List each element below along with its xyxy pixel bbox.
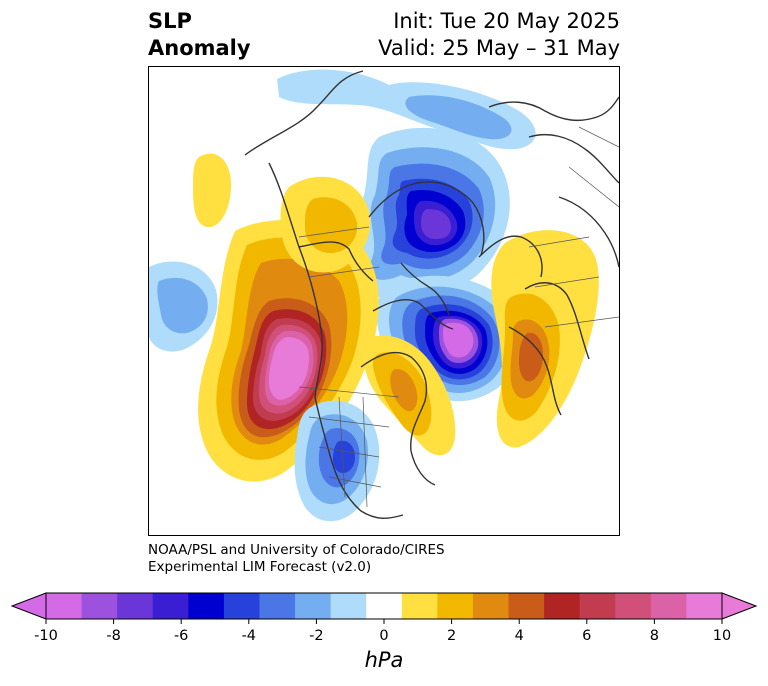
- anomaly-east-asia-low: [277, 69, 536, 150]
- colorbar-swatch: [686, 593, 723, 619]
- anomaly-eastern-canada-high: [364, 335, 456, 456]
- colorbar-swatch: [472, 593, 510, 619]
- colorbar-swatch: [330, 593, 367, 619]
- colorbar-tick-label: 4: [514, 628, 524, 644]
- title-line-2: Anomaly: [148, 36, 251, 60]
- colorbar-swatch: [46, 593, 83, 619]
- colorbar-extend-max: [721, 592, 758, 620]
- anomaly-north-pacific-high: [198, 219, 379, 482]
- colorbar-swatch: [117, 593, 154, 619]
- colorbar-swatch: [437, 593, 474, 619]
- anomaly-map: [148, 66, 620, 536]
- colorbar-swatch: [295, 593, 332, 619]
- colorbar-swatch: [401, 593, 438, 619]
- colorbar-tick-label: 10: [712, 628, 732, 644]
- title-line-1: SLP: [148, 9, 192, 33]
- title-block: SLP Anomaly: [148, 8, 251, 62]
- init-date: Init: Tue 20 May 2025: [393, 9, 620, 33]
- colorbar-tick-label: -10: [34, 628, 58, 644]
- colorbar-swatch: [152, 593, 189, 619]
- colorbar: [10, 592, 758, 624]
- anomaly-west-pacific-low: [149, 261, 218, 352]
- colorbar-tick-label: 0: [379, 628, 389, 644]
- colorbar-swatch: [366, 593, 403, 619]
- colorbar-swatch: [579, 593, 616, 619]
- date-block: Init: Tue 20 May 2025 Valid: 25 May – 31…: [378, 8, 620, 62]
- credit-text: NOAA/PSL and University of Colorado/CIRE…: [148, 542, 445, 576]
- colorbar-swatch: [259, 593, 296, 619]
- colorbar-tick-label: -8: [106, 628, 121, 644]
- colorbar-swatch: [615, 593, 652, 619]
- colorbar-extend-min: [10, 592, 47, 620]
- colorbar-tick-label: -6: [173, 628, 189, 644]
- colorbar-unit: hPa: [364, 648, 404, 672]
- colorbar-swatch: [508, 593, 545, 619]
- political-borders: [298, 126, 619, 508]
- map-svg: [149, 69, 619, 522]
- colorbar-tick-label: 2: [446, 628, 457, 644]
- colorbar-swatch: [223, 593, 260, 619]
- anomaly-europe-high: [491, 230, 599, 448]
- colorbar-tick-label: -4: [241, 628, 257, 644]
- colorbar-swatch: [81, 593, 118, 619]
- colorbar-tick-label: -2: [309, 628, 324, 644]
- colorbar-swatch: [544, 593, 581, 619]
- colorbar-swatch: [650, 593, 687, 619]
- valid-range: Valid: 25 May – 31 May: [378, 36, 620, 60]
- colorbar-swatch: [188, 593, 225, 619]
- colorbar-tick-label: 6: [582, 628, 592, 644]
- colorbar-tick-label: 8: [649, 628, 660, 644]
- credit-line-1: NOAA/PSL and University of Colorado/CIRE…: [148, 542, 445, 558]
- anomaly-arctic-low: [358, 127, 510, 298]
- credit-line-2: Experimental LIM Forecast (v2.0): [148, 559, 372, 575]
- coastlines: [244, 70, 619, 519]
